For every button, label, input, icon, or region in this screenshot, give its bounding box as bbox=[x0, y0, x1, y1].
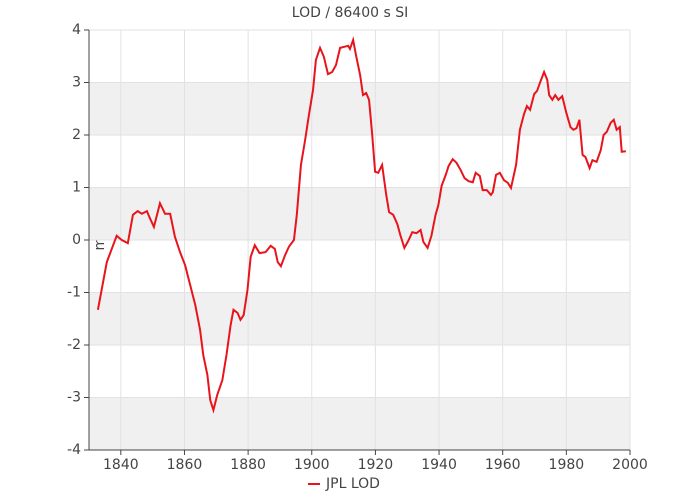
x-tick-label: 1900 bbox=[294, 457, 330, 473]
chart-title: LOD / 86400 s SI bbox=[292, 5, 408, 21]
y-tick-label: 4 bbox=[72, 22, 81, 38]
y-tick-label: 3 bbox=[72, 75, 81, 91]
x-tick-label: 1880 bbox=[230, 457, 266, 473]
x-tick-label: 2000 bbox=[612, 457, 648, 473]
x-tick-label: 1960 bbox=[485, 457, 521, 473]
band bbox=[89, 397, 630, 450]
y-tick-label: -1 bbox=[67, 285, 81, 301]
x-tick-label: 1860 bbox=[167, 457, 203, 473]
x-tick-label: 1920 bbox=[358, 457, 394, 473]
y-tick-label: 1 bbox=[72, 180, 81, 196]
band bbox=[89, 292, 630, 345]
plot: -4 -3 -2 -1 0 1 2 3 4 1840 1860 1880 1900 1920 1940 196… bbox=[67, 22, 648, 492]
x-tick-label: 1940 bbox=[421, 457, 457, 473]
x-tick-label: 1840 bbox=[103, 457, 139, 473]
legend-label: JPL LOD bbox=[325, 476, 380, 492]
y-tick-label: 2 bbox=[72, 127, 81, 143]
band bbox=[89, 187, 630, 240]
y-tick-label: -3 bbox=[67, 390, 81, 406]
line bbox=[96, 36, 626, 414]
y-tick-label: -2 bbox=[67, 337, 81, 353]
x-tick-label: 1980 bbox=[549, 457, 585, 473]
band bbox=[89, 82, 630, 135]
y-tick-label: -4 bbox=[67, 442, 81, 458]
y-tick-label: 0 bbox=[72, 232, 81, 248]
